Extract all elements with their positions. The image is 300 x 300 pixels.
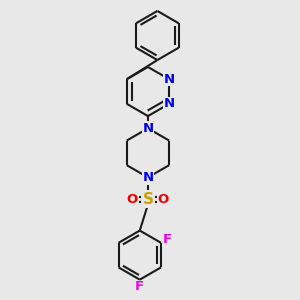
Text: N: N: [142, 171, 154, 184]
Text: O: O: [127, 193, 138, 206]
Text: N: N: [164, 73, 175, 86]
Text: F: F: [135, 280, 144, 293]
Text: N: N: [142, 122, 154, 135]
Text: N: N: [164, 97, 175, 110]
Text: O: O: [158, 193, 169, 206]
Text: S: S: [142, 192, 154, 207]
Text: F: F: [163, 233, 172, 246]
